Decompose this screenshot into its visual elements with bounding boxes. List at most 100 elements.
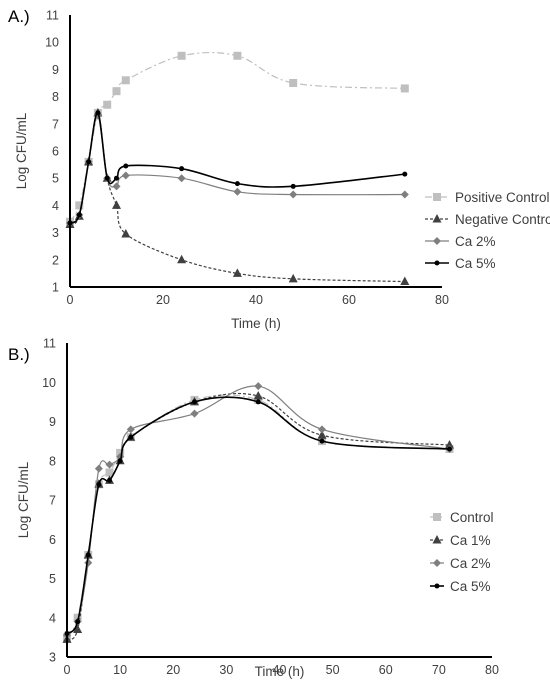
data-point <box>85 552 91 558</box>
y-axis-title: Log CFU/mL <box>14 112 29 189</box>
data-point <box>105 460 114 469</box>
data-point <box>112 87 121 96</box>
data-point <box>112 200 121 209</box>
series-3 <box>67 110 408 226</box>
legend-item: Negative Control <box>425 212 550 227</box>
series-0 <box>63 394 454 642</box>
data-point <box>233 187 242 196</box>
y-tick-label: 4 <box>49 611 56 625</box>
data-point <box>447 446 452 452</box>
legend-marker <box>433 513 441 521</box>
y-tick-label: 10 <box>45 36 59 50</box>
legend-label: Negative Control <box>455 212 550 227</box>
legend-label: Positive Control <box>455 190 550 205</box>
data-point <box>94 464 103 473</box>
legend-item: Control <box>430 510 494 525</box>
data-point <box>76 212 82 218</box>
x-tick-label: 10 <box>113 663 127 677</box>
data-point <box>95 110 101 116</box>
data-point <box>319 438 325 444</box>
data-point <box>254 382 263 391</box>
panel-label: B.) <box>8 345 30 364</box>
data-point <box>400 190 409 199</box>
legend-label: Ca 2% <box>450 556 491 571</box>
legend-label: Ca 2% <box>455 234 496 249</box>
data-point <box>86 159 92 165</box>
x-tick-label: 20 <box>166 663 180 677</box>
data-point <box>128 434 134 440</box>
data-point <box>234 181 240 187</box>
y-tick-label: 11 <box>43 337 56 351</box>
data-point <box>317 430 327 439</box>
y-tick-label: 1 <box>52 281 59 295</box>
data-point <box>107 477 112 483</box>
y-axis-title: Log CFU/mL <box>16 461 31 538</box>
data-point <box>121 171 130 180</box>
data-point <box>121 228 131 238</box>
y-tick-label: 3 <box>49 651 56 665</box>
legend-item: Ca 5% <box>430 579 491 594</box>
y-tick-label: 5 <box>49 572 56 586</box>
x-tick-label: 0 <box>67 293 74 307</box>
legend-label: Control <box>450 510 494 525</box>
series-line <box>69 51 405 223</box>
series-line <box>66 392 450 640</box>
data-point <box>253 390 263 400</box>
data-point <box>105 468 114 477</box>
legend-label: Ca 1% <box>450 533 491 548</box>
y-tick-label: 7 <box>52 117 59 131</box>
y-tick-label: 2 <box>52 253 59 267</box>
legend-item: Ca 2% <box>430 556 491 571</box>
data-point <box>73 624 83 634</box>
data-point <box>402 171 408 177</box>
x-tick-label: 80 <box>485 663 499 677</box>
x-tick-label: 50 <box>326 663 340 677</box>
data-point <box>232 268 242 277</box>
y-tick-label: 11 <box>46 9 59 23</box>
y-tick-label: 5 <box>52 172 59 186</box>
y-tick-label: 8 <box>49 454 56 468</box>
series-2 <box>66 111 409 228</box>
legend-item: Positive Control <box>425 190 550 205</box>
y-tick-label: 7 <box>49 494 56 508</box>
data-point <box>114 175 119 181</box>
data-point <box>400 276 410 286</box>
series-line <box>66 394 450 638</box>
data-point <box>177 254 187 264</box>
y-tick-label: 6 <box>49 533 56 547</box>
y-tick-label: 6 <box>52 145 59 159</box>
series-line <box>69 112 405 283</box>
data-point <box>117 458 123 464</box>
x-tick-label: 80 <box>435 293 449 307</box>
data-point <box>112 182 121 191</box>
legend-marker <box>433 193 441 201</box>
series-2 <box>63 382 454 640</box>
series-line <box>69 112 405 224</box>
legend-label: Ca 5% <box>450 579 491 594</box>
legend: Positive Control Negative Control Ca 2% Ca … <box>425 190 550 271</box>
data-point <box>288 273 298 283</box>
y-tick-label: 3 <box>52 226 59 240</box>
data-point <box>123 163 129 169</box>
y-tick-label: 4 <box>52 199 59 213</box>
x-axis-title: Time (h) <box>255 664 305 679</box>
data-point <box>121 76 130 85</box>
x-tick-label: 70 <box>432 663 446 677</box>
series-line <box>66 396 450 635</box>
series-3 <box>64 396 452 636</box>
data-point <box>290 183 296 189</box>
series-1 <box>62 390 454 643</box>
chart-panel-2: B.) 3 4 5 6 7 8 9 10 11 0 10 20 30 40 50 60 70 80 Log CFU/m… <box>8 337 499 680</box>
x-tick-label: 60 <box>379 663 393 677</box>
x-tick-label: 40 <box>273 663 287 677</box>
legend-item: Ca 2% <box>425 234 496 249</box>
data-point <box>192 399 197 405</box>
y-tick-label: 8 <box>52 90 59 104</box>
legend-marker <box>432 535 442 544</box>
x-tick-label: 0 <box>64 663 71 677</box>
data-point <box>104 175 110 181</box>
data-point <box>179 166 185 172</box>
legend: Control Ca 1% Ca 2% Ca 5% <box>430 510 494 594</box>
panel-label: A.) <box>8 7 30 26</box>
